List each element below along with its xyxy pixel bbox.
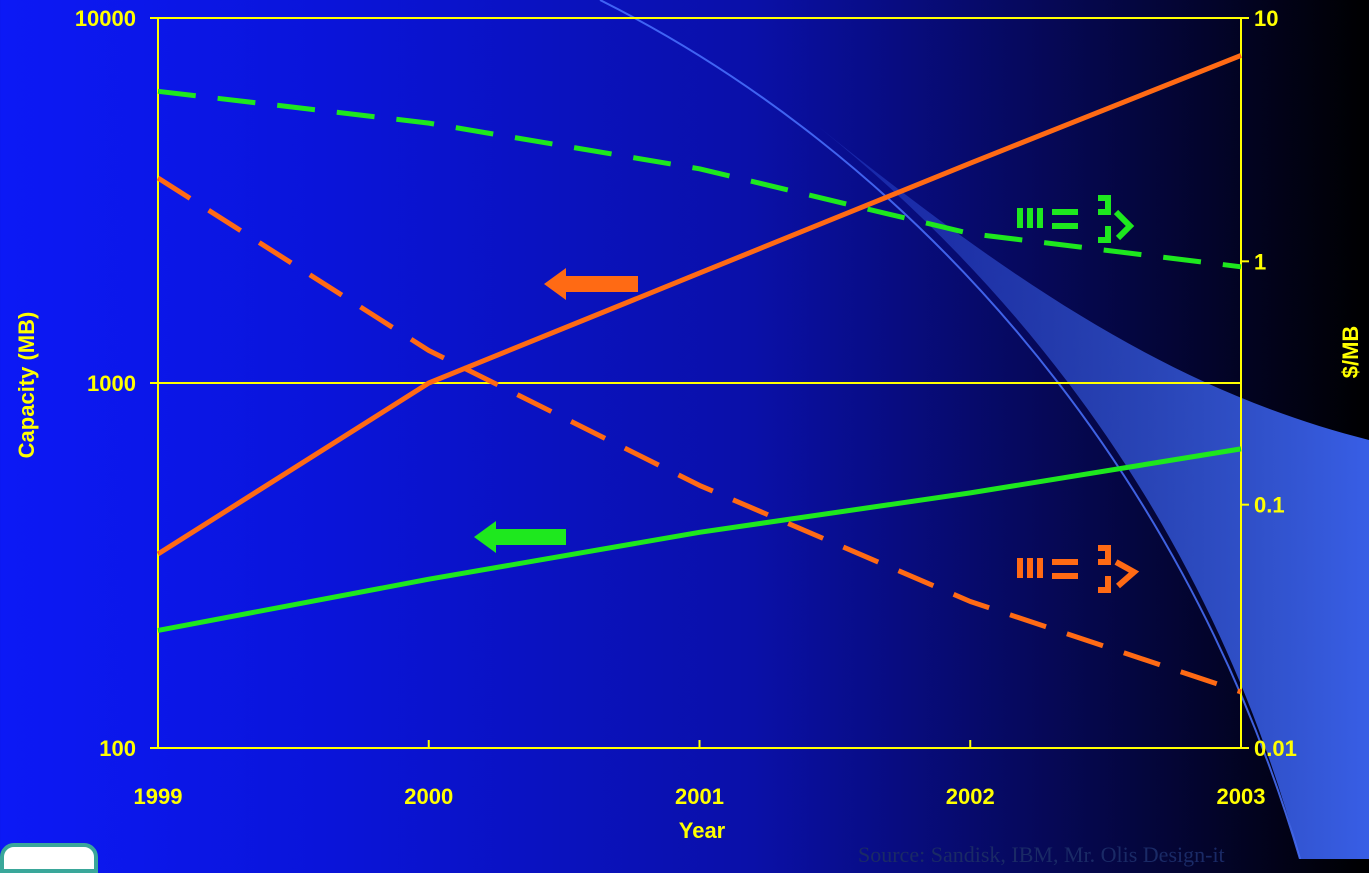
x-tick-label: 2002 bbox=[946, 784, 995, 809]
y-axis-title: Capacity (MB) bbox=[14, 312, 39, 459]
x-axis-title: Year bbox=[679, 818, 726, 843]
y2-tick-label: 0.1 bbox=[1254, 493, 1285, 518]
series-line-1 bbox=[156, 53, 1242, 557]
x-tick-label: 2003 bbox=[1217, 784, 1266, 809]
source-text: Source: Sandisk, IBM, Mr. Olis Design-it bbox=[858, 842, 1225, 867]
series-group bbox=[156, 53, 1242, 695]
y2-tick-label: 1 bbox=[1254, 249, 1266, 274]
tick-labels: 1999 2000 2001 2002 2003 100 1000 10000 0.01 0.1 1… bbox=[75, 6, 1297, 809]
x-tick-label: 2001 bbox=[675, 784, 724, 809]
y-tick-label: 1000 bbox=[87, 371, 136, 396]
y2-tick-label: 0.01 bbox=[1254, 736, 1297, 761]
background-swoosh-edge bbox=[599, 0, 1301, 859]
y2-axis-title: $/MB bbox=[1338, 326, 1363, 379]
green-arrow-marker bbox=[474, 521, 566, 553]
x-tick-label: 1999 bbox=[134, 784, 183, 809]
y2-tick-label: 10 bbox=[1254, 6, 1278, 31]
y-tick-label: 100 bbox=[99, 736, 136, 761]
background-swoosh bbox=[810, 120, 1369, 859]
y-tick-label: 10000 bbox=[75, 6, 136, 31]
series-line-3 bbox=[156, 175, 1242, 695]
series-line-2 bbox=[157, 446, 1242, 633]
x-tick-label: 2000 bbox=[404, 784, 453, 809]
logo-corner bbox=[0, 843, 98, 873]
green-dash-arrow-marker bbox=[1017, 195, 1135, 243]
series-line-4 bbox=[157, 88, 1242, 270]
orange-arrow-marker bbox=[544, 268, 638, 300]
orange-dash-arrow-marker bbox=[1017, 545, 1140, 593]
